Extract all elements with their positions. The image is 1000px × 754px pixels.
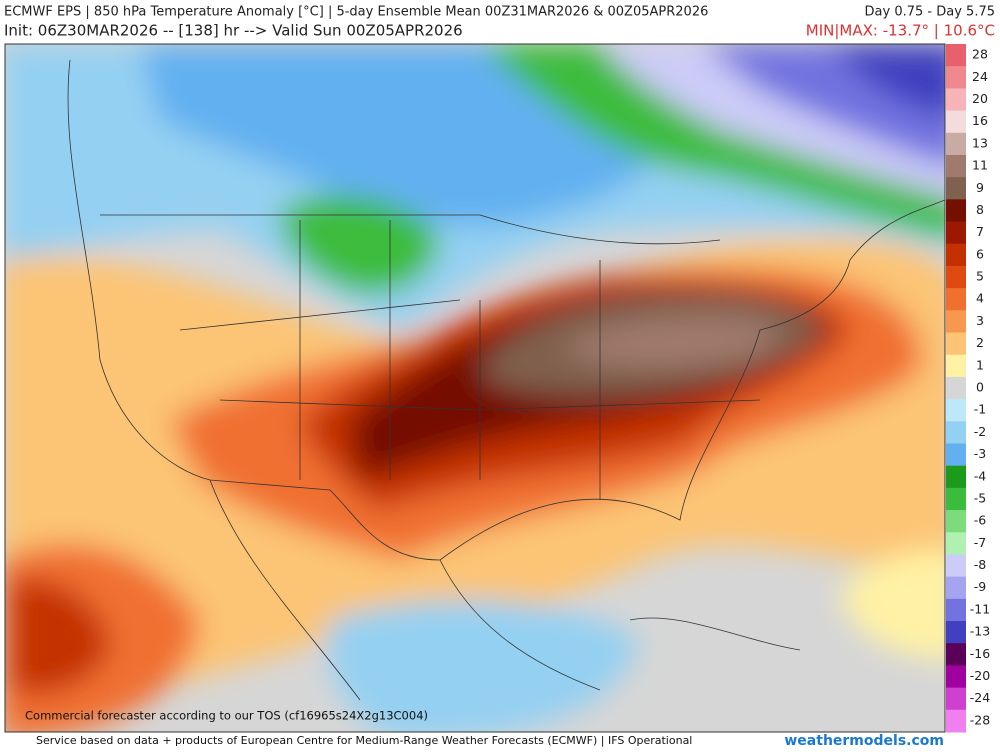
color-swatch (946, 110, 966, 134)
colorbar-label: 9 (976, 180, 984, 195)
colorbar-label: 5 (976, 269, 984, 284)
color-swatch (946, 376, 966, 400)
color-swatch (946, 554, 966, 578)
color-swatch (946, 421, 966, 444)
colorbar-label: -13 (970, 624, 990, 639)
colorbar-label: 28 (972, 47, 988, 62)
color-swatch (946, 265, 966, 289)
color-swatch (946, 643, 966, 666)
color-swatch (946, 177, 966, 200)
colorbar-label: 4 (976, 291, 984, 306)
color-swatch (946, 132, 966, 156)
colorbar-label: -16 (970, 646, 990, 661)
colorbar-label: 2 (976, 335, 984, 350)
colorbar-label: -11 (970, 601, 990, 616)
init-line: Init: 06Z30MAR2026 -- [138] hr --> Valid… (4, 22, 463, 40)
colorbar-label: -20 (970, 668, 990, 683)
colorbar: 28 24 20 16 13 11 9 8 7 6 5 4 3 2 1 0 -1 -2 -3 -4 -5 -6 -7 -8 -9… (946, 44, 990, 733)
colorbar-label: 3 (976, 313, 984, 328)
colorbar-label: 6 (976, 246, 984, 261)
colorbar-label: -5 (974, 490, 986, 505)
colorbar-label: -8 (974, 557, 987, 572)
colorbar-label: -28 (970, 712, 990, 727)
color-swatch (946, 88, 966, 112)
colorbar-label: -3 (974, 446, 986, 461)
colorbar-label: -1 (974, 402, 986, 417)
colorbar-label: -9 (974, 579, 987, 594)
color-swatch (946, 443, 966, 467)
color-swatch (946, 354, 966, 378)
colorbar-label: -6 (974, 513, 987, 528)
colorbar-label: 20 (972, 91, 988, 106)
watermark: Commercial forecaster according to our T… (25, 709, 428, 723)
title: ECMWF EPS | 850 hPa Temperature Anomaly … (4, 5, 708, 20)
color-swatch (946, 199, 966, 223)
day-range: Day 0.75 - Day 5.75 (865, 5, 995, 20)
colorbar-label: 24 (972, 69, 988, 84)
color-swatch (946, 154, 966, 178)
color-swatch (946, 332, 966, 356)
colorbar-label: 13 (972, 135, 988, 150)
color-swatch (946, 243, 966, 267)
colorbar-label: -2 (974, 424, 986, 439)
color-swatch (946, 44, 966, 67)
map (5, 44, 945, 732)
color-swatch (946, 532, 966, 555)
color-swatch (946, 399, 966, 422)
color-swatch (946, 66, 966, 89)
colorbar-label: 8 (976, 202, 984, 217)
color-swatch (946, 487, 966, 511)
colorbar-label: -4 (974, 468, 987, 483)
min-max: MIN|MAX: -13.7° | 10.6°C (806, 22, 995, 40)
colorbar-label: 7 (976, 224, 984, 239)
color-swatch (946, 288, 966, 311)
color-swatch (946, 621, 966, 644)
colorbar-label: 16 (972, 113, 988, 128)
colorbar-label: 0 (976, 380, 984, 395)
color-swatch (946, 709, 966, 733)
color-swatch (946, 510, 966, 533)
color-swatch (946, 465, 966, 489)
colorbar-label: -7 (974, 535, 986, 550)
color-swatch (946, 576, 966, 600)
colorbar-label: 1 (976, 357, 984, 372)
color-swatch (946, 665, 966, 689)
colorbar-label: -24 (970, 690, 990, 705)
color-swatch (946, 598, 966, 622)
color-swatch (946, 687, 966, 711)
color-swatch (946, 221, 966, 245)
colorbar-label: 11 (972, 158, 988, 173)
credit: Service based on data + products of Euro… (36, 734, 692, 747)
color-swatch (946, 310, 966, 334)
site: weathermodels.com (784, 733, 944, 749)
